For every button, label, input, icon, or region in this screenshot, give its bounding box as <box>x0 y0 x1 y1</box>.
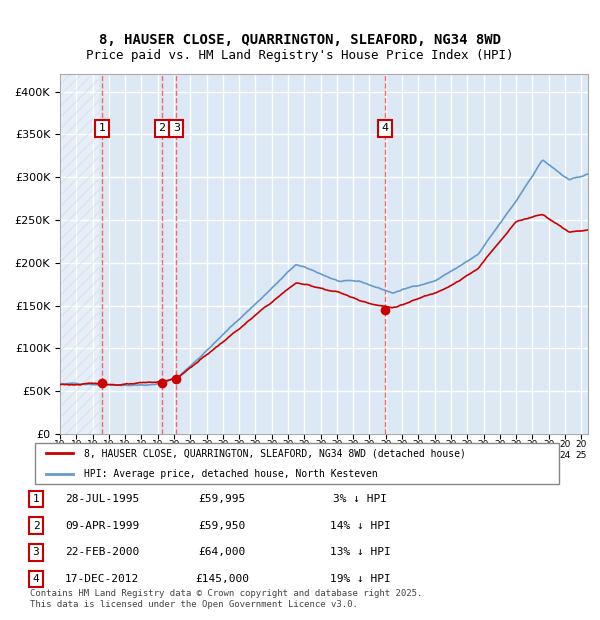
Text: 1: 1 <box>98 123 106 133</box>
Text: £145,000: £145,000 <box>195 574 249 584</box>
Text: 4: 4 <box>32 574 40 584</box>
Text: 13% ↓ HPI: 13% ↓ HPI <box>329 547 391 557</box>
Text: £64,000: £64,000 <box>199 547 245 557</box>
Text: 22-FEB-2000: 22-FEB-2000 <box>65 547 139 557</box>
Text: 4: 4 <box>382 123 389 133</box>
Text: 3: 3 <box>32 547 40 557</box>
Text: 2: 2 <box>32 521 40 531</box>
Text: 1: 1 <box>32 494 40 504</box>
Text: 14% ↓ HPI: 14% ↓ HPI <box>329 521 391 531</box>
Text: Contains HM Land Registry data © Crown copyright and database right 2025.
This d: Contains HM Land Registry data © Crown c… <box>30 590 422 609</box>
Text: 09-APR-1999: 09-APR-1999 <box>65 521 139 531</box>
Text: 2: 2 <box>158 123 166 133</box>
Text: 28-JUL-1995: 28-JUL-1995 <box>65 494 139 504</box>
FancyBboxPatch shape <box>35 443 559 484</box>
Text: 8, HAUSER CLOSE, QUARRINGTON, SLEAFORD, NG34 8WD: 8, HAUSER CLOSE, QUARRINGTON, SLEAFORD, … <box>99 33 501 47</box>
Text: 3% ↓ HPI: 3% ↓ HPI <box>333 494 387 504</box>
Text: 8, HAUSER CLOSE, QUARRINGTON, SLEAFORD, NG34 8WD (detached house): 8, HAUSER CLOSE, QUARRINGTON, SLEAFORD, … <box>84 448 466 458</box>
Bar <box>60 74 99 434</box>
Text: Price paid vs. HM Land Registry's House Price Index (HPI): Price paid vs. HM Land Registry's House … <box>86 50 514 62</box>
Text: 17-DEC-2012: 17-DEC-2012 <box>65 574 139 584</box>
Text: HPI: Average price, detached house, North Kesteven: HPI: Average price, detached house, Nort… <box>84 469 378 479</box>
Text: £59,995: £59,995 <box>199 494 245 504</box>
Text: 3: 3 <box>173 123 180 133</box>
Text: 19% ↓ HPI: 19% ↓ HPI <box>329 574 391 584</box>
Text: £59,950: £59,950 <box>199 521 245 531</box>
